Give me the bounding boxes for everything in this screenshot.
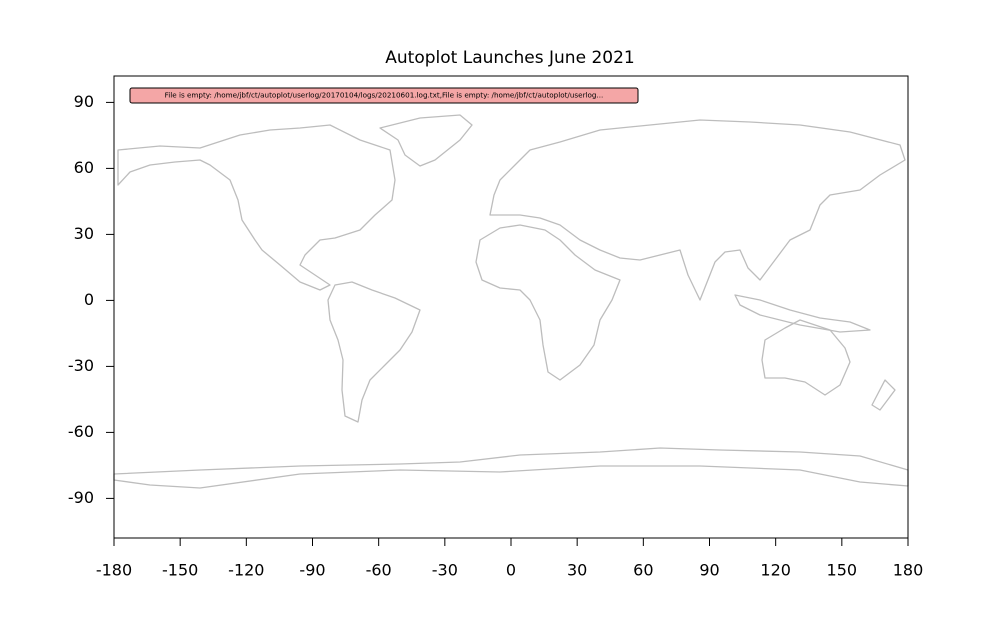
greenland xyxy=(379,114,473,167)
south-america xyxy=(327,281,421,423)
x-tick-label: 0 xyxy=(506,561,516,580)
x-tick-label: 90 xyxy=(699,561,719,580)
antarctica xyxy=(113,447,909,489)
y-tick-label: -60 xyxy=(68,422,94,441)
y-tick-label: 90 xyxy=(74,92,94,111)
y-tick-label: -30 xyxy=(68,356,94,375)
x-tick-label: -30 xyxy=(432,561,458,580)
x-tick-label: -60 xyxy=(366,561,392,580)
africa xyxy=(475,224,621,381)
chart-title: Autoplot Launches June 2021 xyxy=(385,48,634,68)
new-zealand xyxy=(871,379,896,411)
world-map xyxy=(113,114,909,489)
australia xyxy=(761,319,851,396)
x-tick-label: 180 xyxy=(893,561,924,580)
x-tick-label: 150 xyxy=(827,561,858,580)
eurasia xyxy=(489,119,906,301)
y-tick-label: -90 xyxy=(68,488,94,507)
y-tick-label: 60 xyxy=(74,158,94,177)
annotation-box xyxy=(129,87,639,104)
x-tick-label: 60 xyxy=(633,561,653,580)
x-tick-label: -150 xyxy=(162,561,198,580)
x-tick-label: -180 xyxy=(96,561,132,580)
x-tick-label: 30 xyxy=(567,561,587,580)
north-america xyxy=(117,124,396,291)
annotation: File is empty: /home/jbf/ct/autoplot/use… xyxy=(165,91,604,100)
x-tick-label: 120 xyxy=(760,561,791,580)
x-tick-label: -120 xyxy=(228,561,264,580)
indonesia xyxy=(734,294,871,333)
x-tick-label: -90 xyxy=(299,561,325,580)
y-tick-label: 30 xyxy=(74,224,94,243)
y-tick-label: 0 xyxy=(84,290,94,309)
